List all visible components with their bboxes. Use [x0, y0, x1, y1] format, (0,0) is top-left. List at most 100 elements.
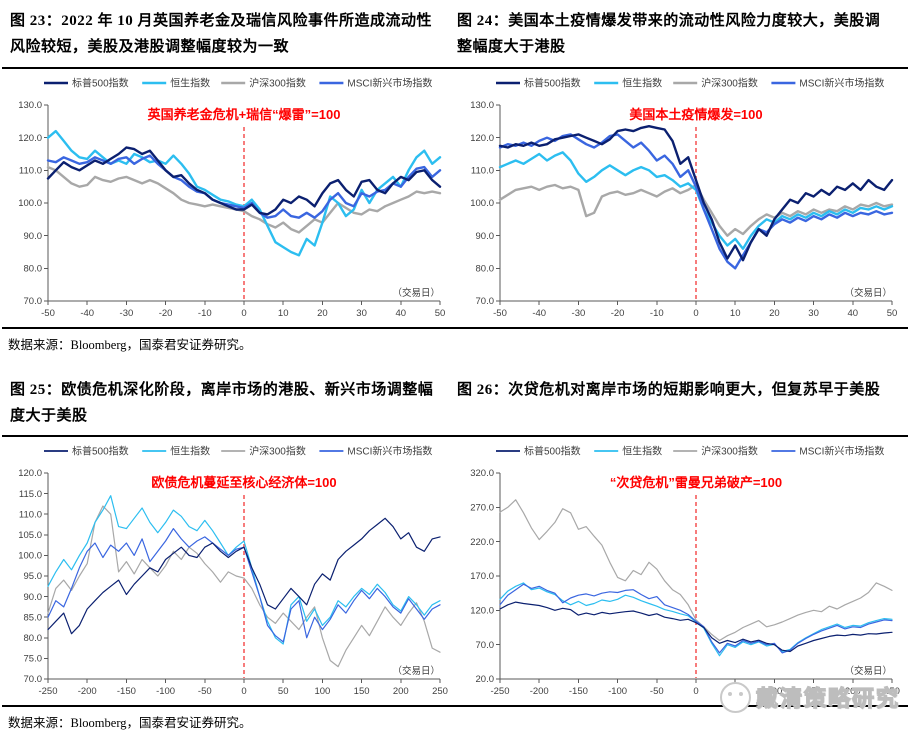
svg-text:115.0: 115.0: [19, 489, 42, 500]
series-line-恒生指数: [47, 495, 441, 645]
svg-text:MSCI新兴市场指数: MSCI新兴市场指数: [799, 445, 884, 458]
annotation: 美国本土疫情爆发=100: [629, 107, 762, 122]
svg-text:250: 250: [884, 686, 900, 697]
source-note: 数据来源：Bloomberg，国泰君安证券研究。: [8, 337, 252, 352]
svg-text:250: 250: [432, 686, 448, 697]
svg-text:70.0: 70.0: [24, 674, 43, 685]
xaxis-unit-label: （交易日）: [844, 287, 892, 299]
svg-text:MSCI新兴市场指数: MSCI新兴市场指数: [799, 76, 884, 89]
divider-line: [2, 435, 908, 437]
svg-text:沪深300指数: 沪深300指数: [249, 445, 306, 458]
svg-text:恒生指数: 恒生指数: [622, 445, 662, 458]
series-line-标普500指数: [499, 601, 893, 653]
svg-text:70.0: 70.0: [476, 640, 495, 651]
figure-23-chart: 标普500指数 恒生指数 沪深300指数 MSCI新兴市场指数 70.0 80.0 90.0…: [6, 71, 452, 327]
svg-text:30: 30: [356, 308, 367, 319]
svg-text:-150: -150: [569, 686, 588, 697]
top-titles: 图 23：2022 年 10 月英国养老金及瑞信风险事件所造成流动性风险较短，美…: [0, 0, 910, 67]
svg-text:50: 50: [887, 308, 898, 319]
axes: [496, 472, 893, 683]
svg-text:80.0: 80.0: [24, 263, 43, 274]
svg-text:120.0: 120.0: [470, 132, 494, 143]
xaxis-unit-label: （交易日）: [392, 287, 440, 299]
svg-text:150: 150: [806, 686, 822, 697]
svg-text:-30: -30: [572, 308, 586, 319]
svg-text:-100: -100: [156, 686, 175, 697]
xaxis-unit-label: （交易日）: [392, 665, 440, 677]
svg-text:90.0: 90.0: [24, 230, 43, 241]
svg-text:100.0: 100.0: [18, 551, 42, 562]
wechat-logo-icon: [719, 681, 751, 713]
svg-text:沪深300指数: 沪深300指数: [701, 76, 758, 89]
svg-text:100: 100: [766, 686, 782, 697]
source-note: 数据来源：Bloomberg，国泰君安证券研究。: [8, 716, 252, 730]
svg-text:MSCI新兴市场指数: MSCI新兴市场指数: [347, 445, 432, 458]
svg-text:150: 150: [354, 686, 370, 697]
annotation: 欧债危机蔓延至核心经济体=100: [151, 475, 336, 490]
svg-text:-40: -40: [532, 308, 546, 319]
svg-text:70.0: 70.0: [476, 296, 495, 307]
annotation: 英国养老金危机+瑞信“爆雷”=100: [147, 107, 341, 122]
series-line-沪深300指数: [499, 499, 893, 642]
figure-23-canvas: 标普500指数 恒生指数 沪深300指数 MSCI新兴市场指数 70.0 80.0 90.0…: [18, 76, 445, 319]
bottom-charts: 标普500指数 恒生指数 沪深300指数 MSCI新兴市场指数 70.0 75.0 80.0…: [0, 437, 910, 705]
svg-text:标普500指数: 标普500指数: [72, 76, 129, 89]
xaxis-unit-label: （交易日）: [844, 665, 892, 677]
series-line-标普500指数: [47, 517, 441, 635]
svg-text:-100: -100: [608, 686, 627, 697]
svg-text:20: 20: [769, 308, 780, 319]
series-line-沪深300指数: [47, 505, 441, 668]
svg-text:130.0: 130.0: [470, 100, 494, 111]
svg-text:50: 50: [278, 686, 289, 697]
divider-line: [2, 705, 908, 707]
series-line-MSCI新兴市场指数: [499, 583, 893, 654]
series-line-标普500指数: [498, 124, 894, 261]
svg-text:-20: -20: [159, 308, 173, 319]
legend: 标普500指数 恒生指数 沪深300指数 MSCI新兴市场指数: [496, 76, 884, 89]
figure-25-title: 图 25：欧债危机深化阶段，离岸市场的港股、新兴市场调整幅度大于美股: [10, 381, 434, 424]
svg-text:-10: -10: [650, 308, 664, 319]
watermark-text: 戴清策略研究: [755, 685, 900, 711]
svg-text:70.0: 70.0: [24, 296, 43, 307]
svg-text:-200: -200: [530, 686, 549, 697]
svg-text:10: 10: [730, 308, 741, 319]
divider-line: [2, 326, 908, 329]
svg-text:20.0: 20.0: [476, 674, 495, 685]
svg-text:100: 100: [314, 686, 330, 697]
svg-text:-50: -50: [198, 686, 212, 697]
svg-text:-20: -20: [611, 308, 625, 319]
svg-text:40: 40: [396, 308, 407, 319]
svg-text:105.0: 105.0: [18, 530, 42, 541]
svg-text:100.0: 100.0: [18, 198, 42, 209]
svg-text:120.0: 120.0: [18, 468, 42, 479]
svg-text:恒生指数: 恒生指数: [170, 445, 210, 458]
svg-text:沪深300指数: 沪深300指数: [249, 76, 306, 89]
svg-text:-150: -150: [117, 686, 136, 697]
svg-text:80.0: 80.0: [24, 633, 43, 644]
svg-text:恒生指数: 恒生指数: [170, 76, 210, 89]
svg-text:40: 40: [848, 308, 859, 319]
svg-text:-250: -250: [490, 686, 509, 697]
svg-text:-50: -50: [650, 686, 664, 697]
svg-text:200: 200: [393, 686, 409, 697]
svg-text:270.0: 270.0: [470, 503, 494, 514]
figure-26-canvas: 标普500指数 恒生指数 沪深300指数 MSCI新兴市场指数 20.0 70.0 120.…: [470, 445, 900, 698]
svg-text:-30: -30: [120, 308, 134, 319]
svg-text:-200: -200: [78, 686, 97, 697]
figure-row-top: 图 23：2022 年 10 月英国养老金及瑞信风险事件所造成流动性风险较短，美…: [0, 0, 910, 359]
svg-text:170.0: 170.0: [470, 571, 494, 582]
series-line-MSCI新兴市场指数: [498, 132, 894, 270]
figure-25-canvas: 标普500指数 恒生指数 沪深300指数 MSCI新兴市场指数 70.0 75.0 80.0…: [18, 445, 448, 698]
svg-text:-10: -10: [198, 308, 212, 319]
svg-text:110.0: 110.0: [19, 509, 42, 520]
series-line-MSCI新兴市场指数: [46, 153, 442, 219]
svg-text:-50: -50: [493, 308, 507, 319]
svg-text:-40: -40: [80, 308, 94, 319]
svg-text:320.0: 320.0: [470, 468, 494, 479]
divider-line: [2, 66, 908, 69]
svg-text:90.0: 90.0: [476, 230, 495, 241]
svg-text:120.0: 120.0: [18, 132, 42, 143]
axes: [496, 104, 893, 305]
figure-24-chart: 标普500指数 恒生指数 沪深300指数 MSCI新兴市场指数 70.0 80.0 90.0…: [458, 71, 904, 327]
